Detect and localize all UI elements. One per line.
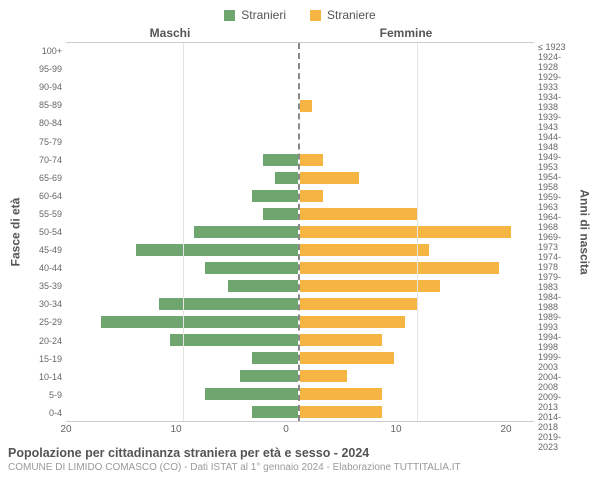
chart-title: Popolazione per cittadinanza straniera p… (8, 446, 592, 460)
chart-subtitle: COMUNE DI LIMIDO COMASCO (CO) - Dati IST… (8, 462, 592, 473)
birth-tick: 1924-1928 (534, 52, 578, 72)
birth-tick: 2014-2018 (534, 412, 578, 432)
bar-female (300, 208, 417, 221)
birth-tick: 1999-2003 (534, 352, 578, 372)
legend-swatch-male (224, 10, 235, 21)
bar-male (228, 280, 298, 293)
birth-tick: 1939-1943 (534, 112, 578, 132)
age-tick: 15-19 (22, 350, 66, 368)
side-title-female: Femmine (288, 26, 524, 40)
legend-label-male: Stranieri (241, 8, 286, 22)
plot-area (66, 42, 534, 422)
birth-tick: 1974-1978 (534, 252, 578, 272)
bar-male (252, 352, 298, 365)
bar-male (275, 172, 298, 185)
x-tick: 20 (60, 424, 71, 435)
bar-female (300, 100, 312, 113)
bar-male (205, 388, 298, 401)
birth-axis: ≤ 19231924-19281929-19331934-19381939-19… (534, 42, 578, 422)
x-tick: 10 (170, 424, 181, 435)
birth-tick: 2019-2023 (534, 432, 578, 452)
birth-tick: 2004-2008 (534, 372, 578, 392)
bar-female (300, 172, 359, 185)
age-tick: 100+ (22, 42, 66, 60)
bar-female (300, 226, 511, 239)
bar-female (300, 334, 382, 347)
age-tick: 50-54 (22, 223, 66, 241)
side-title-male: Maschi (52, 26, 288, 40)
bar-female (300, 154, 323, 167)
bar-female (300, 388, 382, 401)
birth-tick: 1934-1938 (534, 92, 578, 112)
birth-tick: 1954-1958 (534, 172, 578, 192)
birth-tick: 1949-1953 (534, 152, 578, 172)
bar-female (300, 370, 347, 383)
birth-tick: ≤ 1923 (534, 42, 578, 52)
x-tick: 0 (283, 424, 289, 435)
legend-swatch-female (310, 10, 321, 21)
age-tick: 80-84 (22, 114, 66, 132)
age-tick: 95-99 (22, 60, 66, 78)
birth-tick: 1989-1993 (534, 312, 578, 332)
bar-female (300, 190, 323, 203)
age-tick: 65-69 (22, 169, 66, 187)
age-tick: 20-24 (22, 332, 66, 350)
x-tick: 10 (390, 424, 401, 435)
legend: Stranieri Straniere (8, 8, 592, 22)
age-tick: 45-49 (22, 241, 66, 259)
age-tick: 60-64 (22, 187, 66, 205)
bar-female (300, 244, 429, 257)
bar-female (300, 262, 499, 275)
age-axis: 100+95-9990-9485-8980-8475-7970-7465-696… (22, 42, 66, 422)
legend-item-male: Stranieri (224, 8, 286, 22)
birth-tick: 1984-1988 (534, 292, 578, 312)
birth-tick: 1944-1948 (534, 132, 578, 152)
birth-tick: 1969-1973 (534, 232, 578, 252)
legend-label-female: Straniere (327, 8, 376, 22)
age-tick: 85-89 (22, 96, 66, 114)
bar-male (194, 226, 298, 239)
birth-tick: 1959-1963 (534, 192, 578, 212)
pyramid-chart: Fasce di età 100+95-9990-9485-8980-8475-… (8, 42, 592, 422)
bar-female (300, 352, 394, 365)
bar-male (240, 370, 298, 383)
bar-male (136, 244, 298, 257)
bar-female (300, 280, 440, 293)
side-titles: Maschi Femmine (52, 26, 524, 40)
age-tick: 75-79 (22, 132, 66, 150)
age-tick: 10-14 (22, 368, 66, 386)
age-tick: 25-29 (22, 313, 66, 331)
bar-female (300, 316, 405, 329)
age-tick: 35-39 (22, 277, 66, 295)
age-tick: 30-34 (22, 295, 66, 313)
bar-female (300, 298, 417, 311)
age-tick: 0-4 (22, 404, 66, 422)
legend-item-female: Straniere (310, 8, 376, 22)
bar-male (205, 262, 298, 275)
age-tick: 40-44 (22, 259, 66, 277)
birth-tick: 1979-1983 (534, 272, 578, 292)
ylabel-right: Anni di nascita (578, 42, 592, 422)
bar-male (252, 406, 298, 419)
bar-male (263, 154, 298, 167)
age-tick: 5-9 (22, 386, 66, 404)
bar-male (263, 208, 298, 221)
birth-tick: 1929-1933 (534, 72, 578, 92)
birth-tick: 2009-2013 (534, 392, 578, 412)
bar-female (300, 406, 382, 419)
bar-male (101, 316, 298, 329)
age-tick: 70-74 (22, 151, 66, 169)
x-axis: 201001020 (66, 424, 506, 436)
birth-tick: 1964-1968 (534, 212, 578, 232)
age-tick: 55-59 (22, 205, 66, 223)
bar-male (159, 298, 298, 311)
age-tick: 90-94 (22, 78, 66, 96)
birth-tick: 1994-1998 (534, 332, 578, 352)
ylabel-left: Fasce di età (8, 42, 22, 422)
bar-male (170, 334, 298, 347)
bar-male (252, 190, 298, 203)
x-tick: 20 (500, 424, 511, 435)
